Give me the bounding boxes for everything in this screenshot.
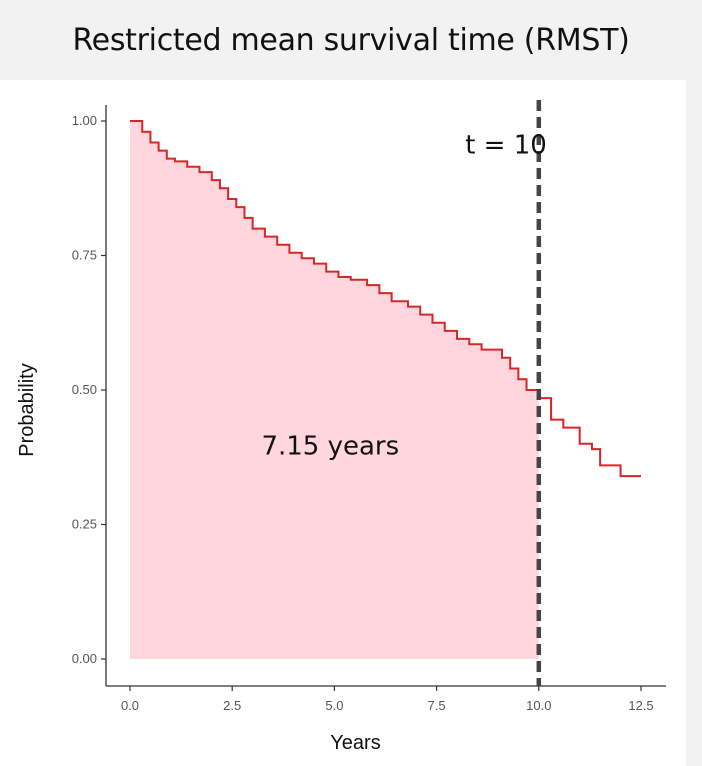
x-tick-label: 12.5: [628, 698, 653, 713]
rmst-value-label: 7.15 years: [261, 432, 399, 462]
cutoff-label: t = 10: [465, 130, 547, 160]
survival-curve: [130, 120, 641, 478]
rmst-shaded-area: [130, 121, 539, 659]
y-tick-label: 0.50: [72, 382, 97, 397]
x-tick-label: 0.0: [121, 698, 139, 713]
x-tick-label: 5.0: [325, 698, 343, 713]
y-tick-label: 0.75: [72, 248, 97, 263]
rmst-chart: 0.00 0.25 0.50 0.75 1.00 0.0 2.5 5.0 7.5 10.0 12.5…: [16, 100, 666, 754]
x-tick-label: 2.5: [223, 698, 241, 713]
y-tick-label: 1.00: [72, 113, 97, 128]
y-axis-title: Probability: [16, 363, 38, 456]
x-tick-label: 7.5: [428, 698, 446, 713]
x-axis-title: Years: [330, 732, 380, 754]
x-tick-label: 10.0: [526, 698, 551, 713]
y-tick-label: 0.00: [72, 651, 97, 666]
chart-panel: 0.00 0.25 0.50 0.75 1.00 0.0 2.5 5.0 7.5 10.0 12.5…: [0, 80, 686, 766]
y-tick-label: 0.25: [72, 517, 97, 532]
chart-title: Restricted mean survival time (RMST): [72, 22, 630, 58]
